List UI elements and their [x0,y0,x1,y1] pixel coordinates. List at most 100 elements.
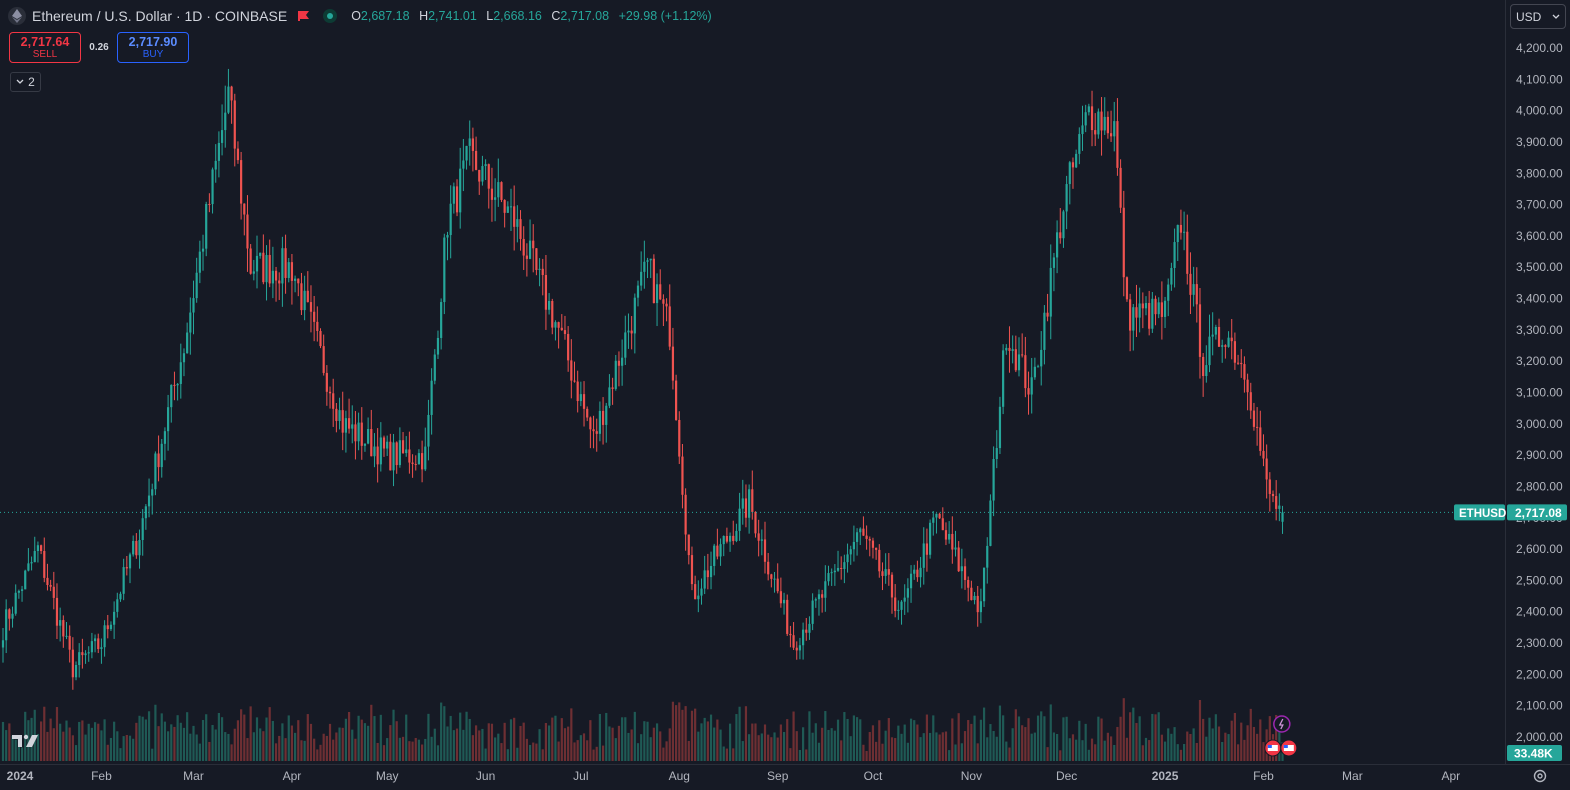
candle-body [138,540,141,556]
volume-bar [1240,722,1243,761]
candle [938,512,941,520]
symbol-title[interactable]: Ethereum / U.S. Dollar · 1D · COINBASE [32,8,288,24]
volume-bar [255,717,259,761]
candle [1046,293,1049,322]
candle [446,231,449,261]
candle [1017,337,1021,377]
candle-body [706,570,709,578]
candle [624,315,627,365]
volume-bar [189,733,192,761]
candle-body [1163,300,1167,317]
candle [252,259,255,281]
candle-body [982,567,986,602]
candle-body [1030,377,1033,395]
candle-body [176,383,179,386]
candle [528,219,532,260]
candle-body [687,534,690,556]
candle [824,565,827,612]
volume-bar [1068,738,1071,761]
candle [684,488,687,551]
sell-button[interactable]: 2,717.64 SELL [9,32,81,63]
candle [713,543,716,576]
volume-bar [1090,738,1094,761]
volume-bar [319,744,322,761]
candle [265,245,268,301]
candle [319,328,322,349]
candle [1221,339,1224,363]
volume-bar [205,714,208,761]
buy-button[interactable]: 2,717.90 BUY [117,32,189,63]
volume-bar [398,737,401,761]
volume-bar [532,742,535,761]
candle-body [697,595,700,600]
y-tick-label: 2,800.00 [1516,479,1563,493]
candle [1176,224,1179,262]
flag-icon[interactable] [297,11,310,21]
candle-body [459,168,462,213]
volume-bar [1256,733,1259,761]
volume-bar [55,707,59,761]
candle [548,293,551,315]
candle [1208,314,1211,373]
volume-bar [992,731,995,761]
candle-body [224,112,227,131]
volume-bar [1205,736,1208,761]
candle-body [281,248,284,284]
candle [468,120,471,166]
volume-bar [344,718,347,761]
candle-body [217,142,220,161]
volume-bar [179,722,182,761]
tradingview-logo-icon[interactable] [12,733,44,749]
candle [868,536,871,557]
candle-body [1109,133,1113,137]
candle-body [249,248,252,274]
candle [360,407,363,460]
candle [506,201,509,214]
candle [357,412,360,451]
candle [386,435,389,456]
volume-bar [1183,743,1186,761]
candle-body [290,262,294,281]
volume-bar [871,725,875,761]
candle [1084,104,1087,133]
candle [268,239,271,288]
volume-bar [503,722,506,761]
settings-gear-icon[interactable] [1531,767,1549,785]
candle [690,546,694,591]
last-volume-tag: 33.48K [1507,745,1562,761]
volume-bar [1084,723,1087,761]
volume-bar [459,712,462,761]
volume-bar [1052,732,1056,761]
volume-bar [490,723,494,761]
volume-bar [779,724,782,761]
candle [170,384,173,423]
currency-select[interactable]: USD [1510,4,1566,29]
x-tick-label: Oct [864,769,883,783]
candle [52,571,55,610]
candle-body [773,578,776,580]
volume-bar [201,720,205,761]
volume-bar [386,738,389,761]
candle [430,368,433,435]
volume-bar [744,706,748,761]
candle [906,578,909,613]
volume-bar [941,732,944,761]
volume-bar [443,706,446,761]
candle [179,343,182,399]
y-tick-label: 2,500.00 [1516,573,1563,587]
candle [519,210,522,251]
candle [401,432,405,454]
volume-bar [573,742,576,761]
candle [284,234,287,294]
candle-body [1097,111,1100,135]
candle-body [767,561,770,575]
candle [1170,262,1173,291]
candle-body [1173,242,1176,268]
volume-bar [995,736,998,761]
volume-bar [290,725,294,761]
candle [1052,252,1056,292]
y-tick-label: 3,100.00 [1516,386,1563,400]
candle [465,145,468,170]
indicators-toggle-button[interactable]: 2 [10,72,41,92]
